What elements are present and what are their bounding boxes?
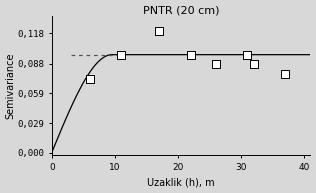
Point <box>283 72 288 75</box>
Point <box>251 62 256 65</box>
Y-axis label: Semivariance: Semivariance <box>6 52 15 119</box>
Title: PNTR (20 cm): PNTR (20 cm) <box>143 6 220 16</box>
Point <box>245 53 250 56</box>
Point <box>119 53 124 56</box>
Point <box>188 53 193 56</box>
Point <box>88 77 93 80</box>
Point <box>213 62 218 65</box>
Point <box>157 30 162 33</box>
X-axis label: Uzaklik (h), m: Uzaklik (h), m <box>148 177 215 187</box>
